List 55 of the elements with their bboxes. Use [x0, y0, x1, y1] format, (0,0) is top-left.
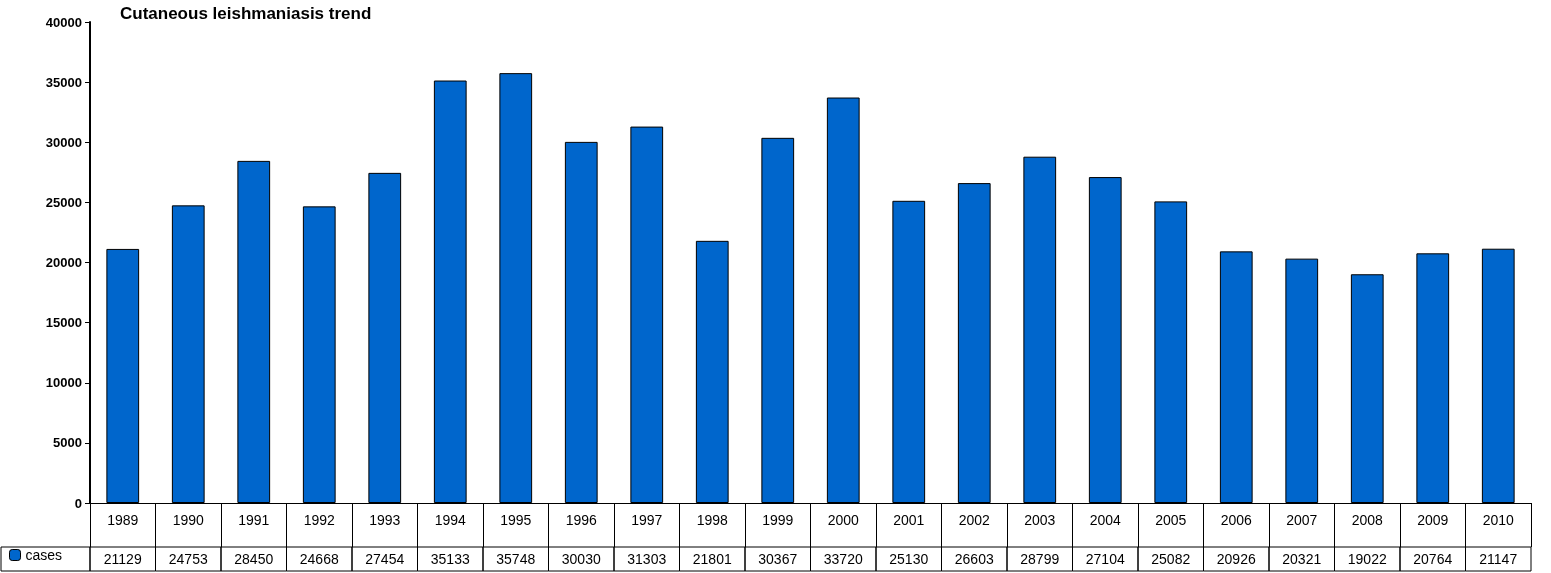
- y-tick-label: 20000: [45, 255, 82, 270]
- x-tick-label: 2009: [1417, 512, 1449, 528]
- data-label: 27454: [365, 551, 405, 567]
- x-tick-label: 1989: [107, 512, 139, 528]
- data-label: 33720: [823, 551, 863, 567]
- data-label: 21129: [103, 551, 142, 567]
- x-tick-label: 1994: [434, 512, 467, 528]
- data-label: 20321: [1282, 551, 1322, 567]
- x-tick-label: 1990: [172, 512, 205, 528]
- data-label: 21147: [1479, 551, 1518, 567]
- data-label: 25082: [1151, 551, 1191, 567]
- y-tick-label: 25000: [45, 194, 82, 210]
- x-tick-label: 2001: [893, 512, 925, 528]
- y-tick-label: 35000: [45, 74, 82, 90]
- chart-title: Cutaneous leishmaniasis trend: [120, 4, 372, 23]
- y-tick-label: 5000: [53, 435, 82, 451]
- x-tick-label: 1991: [238, 512, 270, 528]
- data-label: 28450: [234, 551, 274, 567]
- y-tick-label: 40000: [45, 14, 82, 30]
- x-tick-label: 1997: [631, 512, 663, 528]
- x-tick-label: 2005: [1155, 512, 1187, 528]
- data-label: 20926: [1216, 551, 1256, 567]
- x-tick-label: 2004: [1089, 512, 1122, 528]
- x-tick-label: 2006: [1220, 512, 1253, 528]
- data-label: 20764: [1413, 551, 1453, 567]
- data-label: 21801: [692, 551, 732, 567]
- x-tick-label: 2010: [1482, 512, 1515, 528]
- x-tick-label: 2007: [1286, 512, 1318, 528]
- data-label: 35133: [430, 551, 470, 567]
- data-label: 31303: [627, 551, 667, 567]
- data-label: 30367: [758, 551, 798, 567]
- data-label: 28799: [1020, 551, 1060, 567]
- y-tick-label: 0: [74, 495, 82, 511]
- x-tick-label: 2008: [1351, 512, 1384, 528]
- x-tick-label: 1992: [303, 512, 336, 528]
- data-label: 27104: [1085, 551, 1125, 567]
- y-tick-label: 15000: [45, 315, 82, 331]
- x-tick-label: 2003: [1024, 512, 1056, 528]
- y-tick-label: 10000: [45, 375, 82, 391]
- x-tick-label: 1993: [369, 512, 401, 528]
- x-tick-label: 2002: [958, 512, 991, 528]
- data-label: 26603: [954, 551, 994, 567]
- data-label: 19022: [1347, 551, 1387, 567]
- y-tick-label: 30000: [45, 134, 82, 150]
- x-tick-label: 1995: [500, 512, 532, 528]
- x-tick-label: 2000: [827, 512, 860, 528]
- x-tick-label: 1996: [565, 512, 598, 528]
- x-tick-label: 1999: [762, 512, 794, 528]
- legend-label: cases: [25, 547, 63, 563]
- data-label: 30030: [561, 551, 601, 567]
- x-tick-label: 1998: [696, 512, 729, 528]
- data-label: 25130: [889, 551, 929, 567]
- data-label: 24753: [168, 551, 208, 567]
- data-label: 24668: [299, 551, 339, 567]
- data-label: 35748: [496, 551, 536, 567]
